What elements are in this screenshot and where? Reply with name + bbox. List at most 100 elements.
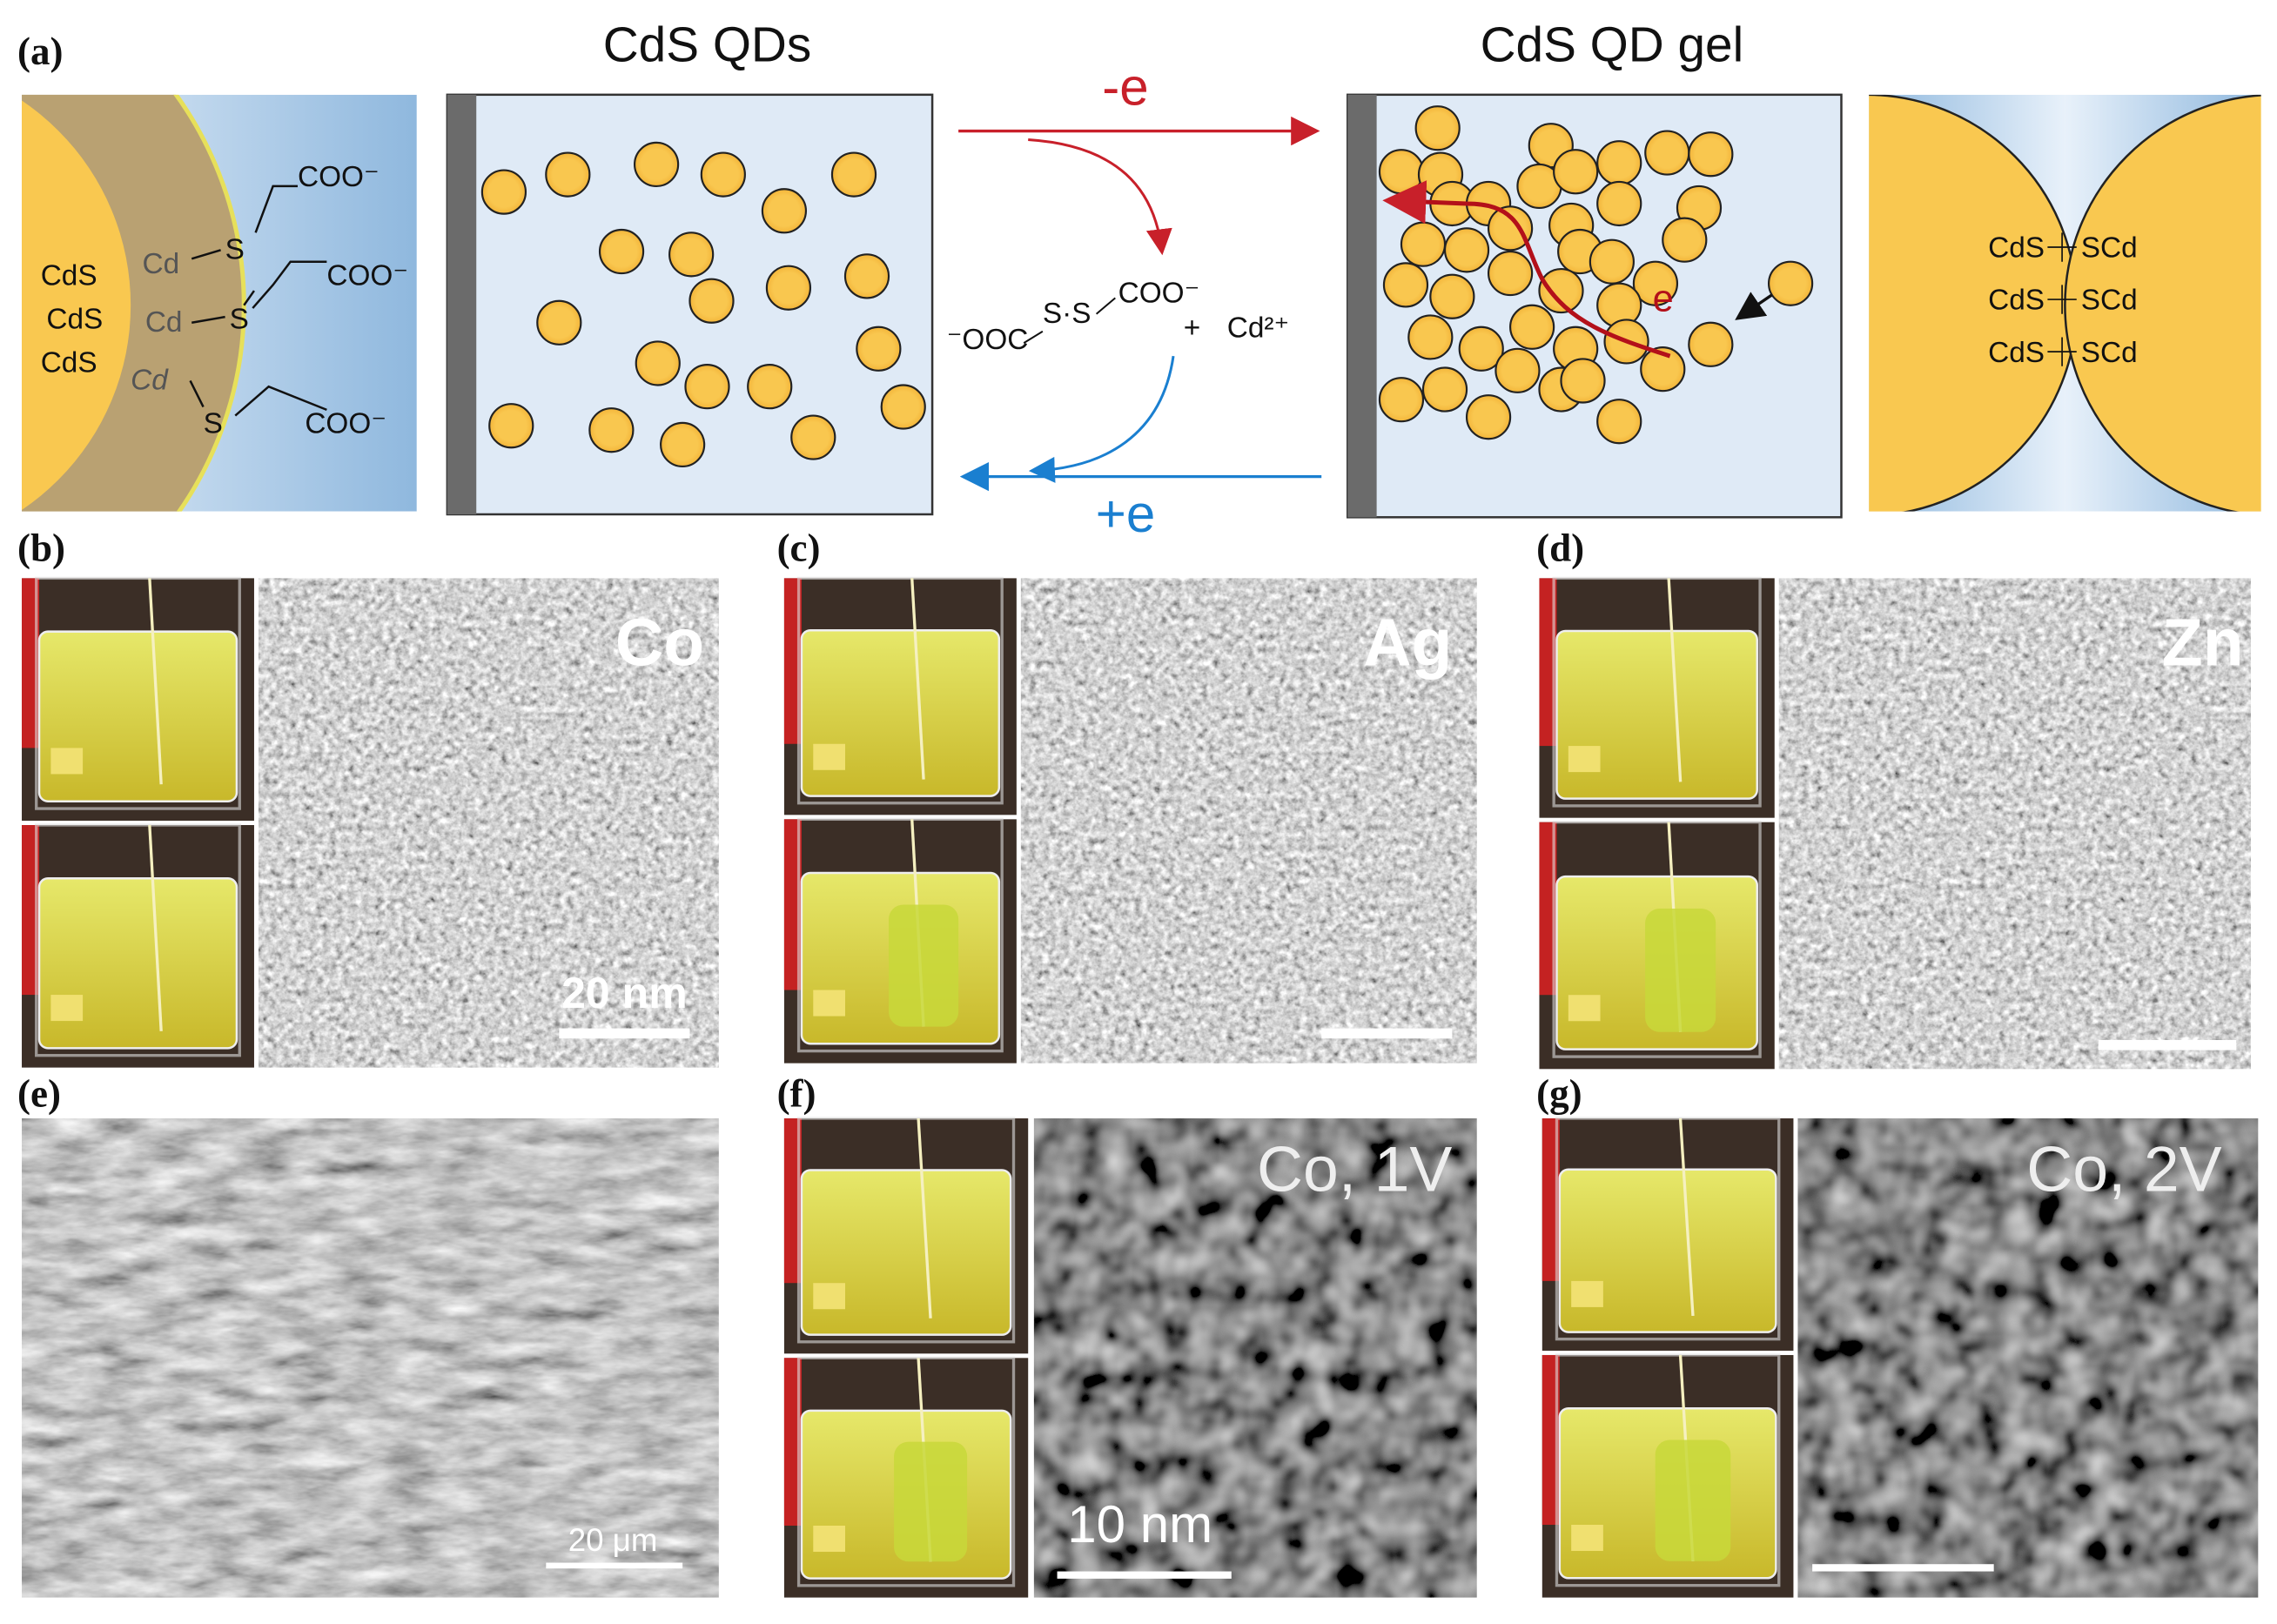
- quantum-dot: [1378, 149, 1425, 195]
- chem: SCd: [2081, 285, 2138, 317]
- quantum-dot: [1458, 325, 1504, 372]
- ligand-panel: [22, 94, 417, 512]
- chem: COO⁻: [1118, 277, 1200, 309]
- quantum-dot: [1378, 377, 1425, 423]
- vial-glass: [796, 1117, 1016, 1344]
- chem: +: [1184, 312, 1200, 344]
- quantum-dot: [1487, 205, 1534, 252]
- quantum-dot: [856, 325, 902, 372]
- element-label: Zn: [2162, 606, 2244, 680]
- bonds: [189, 185, 327, 417]
- wire: [1678, 1117, 1695, 1317]
- chem: S: [225, 233, 245, 265]
- vial-glass: [35, 576, 241, 810]
- electrode: [813, 1283, 845, 1310]
- electrode: [1568, 746, 1601, 773]
- quantum-dot: [1414, 105, 1461, 151]
- condition-label: Co, 1V: [1257, 1133, 1452, 1205]
- title: CdS QDs: [603, 17, 812, 72]
- quantum-dot: [1596, 180, 1642, 227]
- vial-liquid: [37, 630, 238, 802]
- quantum-dot: [1494, 347, 1541, 393]
- electron-label: e: [1653, 278, 1674, 319]
- panel-label: (c): [777, 526, 821, 569]
- scale-bar-label: 20 μm: [568, 1522, 658, 1558]
- quantum-dot: [684, 364, 730, 410]
- chem: Cd: [131, 365, 169, 397]
- chem: CdS: [1988, 337, 2045, 369]
- quantum-dot: [668, 232, 715, 278]
- electrode: [1568, 995, 1601, 1022]
- micrograph: [1033, 1118, 1477, 1598]
- quantum-dot: [880, 384, 926, 430]
- chem: ⁻OOC: [947, 324, 1029, 356]
- chem: COO⁻: [305, 408, 386, 440]
- vial-glass: [796, 1356, 1016, 1587]
- reduction-label: +e: [1096, 485, 1155, 543]
- scale-bar: [1812, 1564, 1994, 1572]
- quantum-dot: [545, 151, 591, 198]
- quantum-dot: [1596, 399, 1642, 445]
- scale-bar: [546, 1562, 683, 1569]
- vial-glass: [1555, 1353, 1781, 1587]
- bonds: [2047, 232, 2077, 366]
- quantum-dot: [1429, 273, 1475, 319]
- chem: SCd: [2081, 337, 2138, 369]
- quantum-dot: [1487, 250, 1534, 297]
- electrode: [813, 990, 845, 1017]
- scale-bar: [559, 1028, 690, 1039]
- gel: [1645, 908, 1716, 1032]
- quantum-dot: [480, 169, 527, 215]
- quantum-dot: [1644, 130, 1690, 176]
- scale-bar-label: 10 nm: [1067, 1495, 1212, 1554]
- electrode: [50, 995, 84, 1022]
- chem: S·S: [1043, 298, 1091, 330]
- panel-label: (d): [1536, 526, 1584, 569]
- vial-glass: [1555, 1117, 1781, 1341]
- quantum-dot: [1560, 358, 1606, 404]
- quantum-dot: [1589, 238, 1635, 285]
- quantum-dot: [1509, 304, 1555, 350]
- quantum-dot: [1632, 260, 1679, 306]
- chem: COO⁻: [326, 259, 408, 292]
- panel-label: (e): [17, 1072, 61, 1116]
- quantum-dot: [1465, 394, 1512, 440]
- vial-liquid: [800, 1169, 1012, 1336]
- electrode: [1347, 94, 1377, 518]
- quantum-dot: [1662, 217, 1708, 263]
- core: [22, 100, 131, 510]
- chem: CdS: [46, 303, 103, 335]
- vial-liquid: [1558, 1168, 1777, 1333]
- bonds: [1023, 297, 1116, 344]
- electrode: [50, 748, 84, 775]
- chem: Cd: [143, 248, 180, 280]
- chem: S: [230, 303, 249, 335]
- chem: CdS: [41, 259, 97, 292]
- wire: [917, 1117, 932, 1319]
- quantum-dot: [700, 151, 746, 198]
- particle: [2064, 94, 2261, 512]
- bond-panel: [1869, 94, 2261, 512]
- scale-bar: [2098, 1039, 2237, 1050]
- gel-group: [1378, 105, 1734, 445]
- panel-label: (a): [17, 30, 64, 73]
- chem: Cd: [145, 306, 183, 339]
- vial-glass: [796, 576, 1004, 805]
- quantum-dot: [1688, 131, 1734, 178]
- quantum-dot: [1640, 346, 1686, 393]
- micrograph: [1778, 578, 2251, 1070]
- wire: [148, 824, 163, 1031]
- chem: CdS: [41, 346, 97, 379]
- quantum-dot: [635, 340, 681, 386]
- quantum-dot: [1443, 227, 1490, 273]
- element-label: Co: [615, 606, 704, 680]
- quantum-dot: [1688, 321, 1734, 367]
- scale-bar: [1057, 1571, 1232, 1579]
- quantum-dot: [598, 228, 645, 275]
- chem: Cd²⁺: [1227, 312, 1289, 344]
- quantum-dot: [688, 278, 735, 324]
- chem: COO⁻: [298, 161, 380, 193]
- arrow: [1735, 292, 1773, 320]
- electrode: [1571, 1525, 1603, 1552]
